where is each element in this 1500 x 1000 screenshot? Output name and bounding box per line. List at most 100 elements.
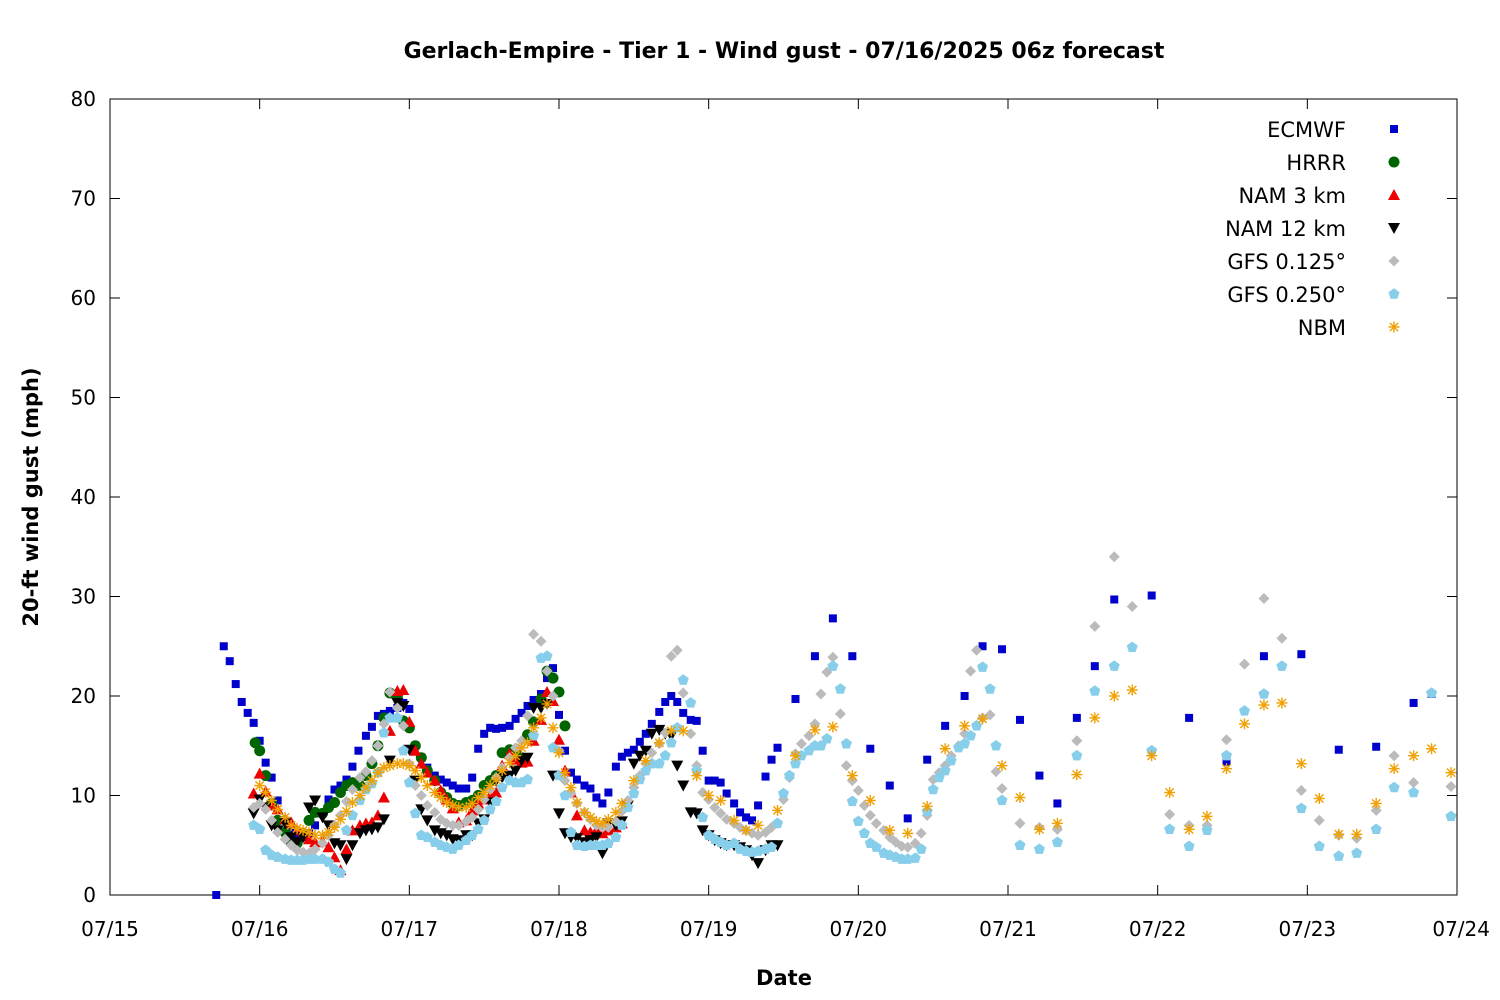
data-point xyxy=(1164,808,1176,820)
data-point xyxy=(647,719,656,728)
data-point xyxy=(466,811,478,823)
data-point xyxy=(1426,687,1438,698)
data-point xyxy=(348,762,357,771)
data-point xyxy=(547,672,559,684)
data-point xyxy=(939,743,951,755)
data-point xyxy=(772,804,784,816)
data-point xyxy=(1258,688,1270,699)
data-point xyxy=(1146,750,1158,762)
data-point xyxy=(1072,713,1081,722)
data-point xyxy=(254,823,266,835)
data-point xyxy=(253,767,266,779)
y-tick-label: 70 xyxy=(71,187,96,211)
data-point xyxy=(840,737,852,749)
data-point xyxy=(715,807,727,819)
data-point xyxy=(610,806,622,818)
data-point xyxy=(789,750,801,762)
data-point xyxy=(1221,734,1233,746)
data-point xyxy=(1408,750,1420,762)
data-point xyxy=(553,747,565,759)
data-point xyxy=(367,722,376,731)
data-point xyxy=(303,802,316,814)
data-point xyxy=(752,858,765,870)
data-point xyxy=(279,833,291,845)
data-point xyxy=(610,831,622,842)
data-point xyxy=(686,715,695,724)
data-point xyxy=(771,840,784,852)
data-point xyxy=(516,735,528,747)
data-point xyxy=(409,744,422,756)
data-point xyxy=(673,697,682,706)
data-point xyxy=(641,729,650,738)
data-point xyxy=(1388,763,1400,775)
data-point xyxy=(1108,690,1120,702)
data-point xyxy=(366,755,378,767)
data-point xyxy=(665,725,677,737)
x-tick-label: 07/17 xyxy=(381,917,439,941)
x-tick-label: 07/19 xyxy=(680,917,738,941)
data-point xyxy=(1238,718,1250,730)
data-point xyxy=(754,801,763,810)
data-point xyxy=(353,828,366,840)
data-point xyxy=(448,781,457,790)
data-point xyxy=(565,826,577,838)
data-point xyxy=(710,776,719,785)
data-point xyxy=(266,794,278,806)
data-point xyxy=(1445,767,1457,779)
data-point xyxy=(559,789,571,801)
data-point xyxy=(1295,802,1307,814)
data-point xyxy=(840,760,852,772)
legend-label: NAM 3 km xyxy=(1238,184,1346,208)
data-point xyxy=(219,642,228,651)
data-point xyxy=(809,724,821,736)
data-point xyxy=(704,776,713,785)
data-point xyxy=(1333,828,1345,840)
data-point xyxy=(722,789,731,798)
data-point xyxy=(766,841,778,852)
data-point xyxy=(1201,824,1213,836)
data-point xyxy=(317,837,329,849)
legend-marker xyxy=(1388,288,1400,299)
y-tick-label: 30 xyxy=(71,585,96,609)
data-point xyxy=(1313,814,1325,826)
data-point xyxy=(329,796,340,808)
data-point xyxy=(1071,735,1083,747)
data-point xyxy=(996,760,1008,772)
data-point xyxy=(1089,712,1101,724)
data-point xyxy=(703,790,715,801)
data-point xyxy=(565,782,577,794)
data-point xyxy=(1313,840,1325,851)
data-point xyxy=(496,765,508,777)
data-point xyxy=(923,755,932,764)
data-point xyxy=(535,635,547,647)
data-point xyxy=(435,791,447,803)
data-point xyxy=(921,800,933,812)
data-point xyxy=(334,867,346,878)
data-point xyxy=(645,728,658,740)
data-point xyxy=(541,698,553,710)
data-point xyxy=(309,795,322,807)
data-point xyxy=(690,808,703,820)
data-point xyxy=(977,661,989,672)
data-point xyxy=(834,683,846,694)
data-point xyxy=(571,796,583,808)
data-point xyxy=(1372,742,1381,751)
data-point xyxy=(1051,817,1063,829)
data-point xyxy=(511,714,520,723)
data-point xyxy=(429,806,441,818)
data-point xyxy=(1183,840,1195,851)
data-point xyxy=(1313,792,1325,804)
data-point xyxy=(1276,632,1288,644)
data-point xyxy=(566,768,575,777)
data-point xyxy=(578,806,590,818)
data-point xyxy=(571,839,583,850)
data-point xyxy=(977,713,989,725)
data-point xyxy=(789,757,801,769)
data-point xyxy=(909,852,921,863)
data-point xyxy=(377,791,390,803)
data-point xyxy=(490,774,502,786)
data-point xyxy=(639,745,652,757)
legend-label: ECMWF xyxy=(1267,118,1346,142)
data-point xyxy=(616,819,628,831)
data-point xyxy=(309,843,321,855)
